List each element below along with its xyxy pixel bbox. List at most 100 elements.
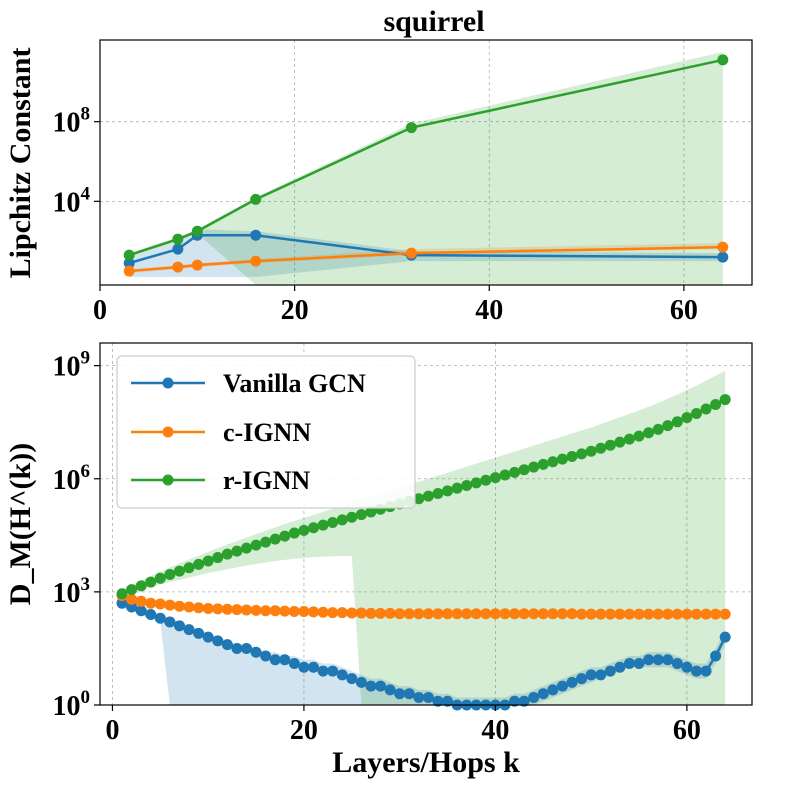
- point-r-ignn-35: [442, 485, 454, 497]
- bottom-y-axis-label: D_M(H^(k)): [4, 443, 37, 605]
- legend-label-c-ignn: c-IGNN: [223, 418, 311, 447]
- point-r-ignn-46: [547, 456, 559, 468]
- point-vanilla-gcn-3: [135, 605, 147, 617]
- point-c-ignn-11: [212, 603, 224, 615]
- point-vanilla-gcn-47: [556, 680, 568, 692]
- point-r-ignn-3: [123, 249, 135, 261]
- point-c-ignn-64: [719, 608, 731, 620]
- point-c-ignn-24: [336, 607, 348, 619]
- point-r-ignn-8: [172, 233, 184, 245]
- legend-box: [116, 355, 416, 509]
- point-r-ignn-1: [116, 588, 128, 600]
- point-r-ignn-18: [279, 530, 291, 542]
- point-c-ignn-58: [662, 608, 674, 620]
- point-r-ignn-37: [461, 480, 473, 492]
- point-r-ignn-55: [633, 430, 645, 442]
- point-vanilla-gcn-13: [231, 642, 243, 654]
- x-tick-label-40: 40: [481, 715, 509, 746]
- point-vanilla-gcn-42: [509, 695, 521, 707]
- point-vanilla-gcn-23: [327, 665, 339, 677]
- point-vanilla-gcn-44: [528, 691, 540, 703]
- legend: Vanilla GCN c-IGNN r-IGNN: [116, 355, 416, 509]
- point-vanilla-gcn-61: [690, 665, 702, 677]
- point-vanilla-gcn-11: [212, 635, 224, 647]
- legend-marker-r-ignn: [162, 474, 174, 486]
- point-r-ignn-49: [576, 448, 588, 460]
- legend-marker-c-ignn: [162, 426, 174, 438]
- point-c-ignn-64: [717, 241, 729, 253]
- point-c-ignn-9: [193, 602, 205, 614]
- point-r-ignn-36: [451, 482, 463, 494]
- point-c-ignn-4: [145, 597, 157, 609]
- point-c-ignn-63: [710, 608, 722, 620]
- point-c-ignn-57: [652, 608, 664, 620]
- point-vanilla-gcn-30: [394, 688, 406, 700]
- point-r-ignn-64: [717, 54, 729, 66]
- point-c-ignn-52: [604, 608, 616, 620]
- series-line-r-ignn: [128, 58, 724, 257]
- point-vanilla-gcn-62: [700, 665, 712, 677]
- point-c-ignn-40: [489, 608, 501, 620]
- point-r-ignn-32: [413, 493, 425, 505]
- point-r-ignn-54: [623, 433, 635, 445]
- point-vanilla-gcn-5: [154, 612, 166, 624]
- point-vanilla-gcn-56: [643, 654, 655, 666]
- point-vanilla-gcn-26: [355, 676, 367, 688]
- point-c-ignn-21: [308, 606, 320, 618]
- point-vanilla-gcn-32: [413, 691, 425, 703]
- point-vanilla-gcn-10: [202, 631, 214, 643]
- point-c-ignn-5: [154, 598, 166, 610]
- point-r-ignn-10: [202, 555, 214, 567]
- point-c-ignn-12: [221, 603, 233, 615]
- point-r-ignn-6: [164, 569, 176, 581]
- point-r-ignn-2: [126, 584, 138, 596]
- point-c-ignn-25: [346, 607, 358, 619]
- point-c-ignn-20: [298, 605, 310, 617]
- point-vanilla-gcn-3: [123, 257, 135, 269]
- point-vanilla-gcn-12: [221, 639, 233, 651]
- point-c-ignn-17: [269, 605, 281, 617]
- point-c-ignn-54: [623, 608, 635, 620]
- point-c-ignn-26: [355, 607, 367, 619]
- point-vanilla-gcn-24: [336, 669, 348, 681]
- point-r-ignn-26: [355, 509, 367, 521]
- point-vanilla-gcn-20: [298, 661, 310, 673]
- point-vanilla-gcn-6: [164, 616, 176, 628]
- point-r-ignn-11: [212, 552, 224, 564]
- point-c-ignn-28: [375, 607, 387, 619]
- point-vanilla-gcn-15: [250, 646, 262, 658]
- point-c-ignn-55: [633, 608, 645, 620]
- point-vanilla-gcn-64: [719, 631, 731, 643]
- point-c-ignn-18: [279, 605, 291, 617]
- point-r-ignn-40: [489, 472, 501, 484]
- point-c-ignn-44: [528, 608, 540, 620]
- point-vanilla-gcn-1: [116, 597, 128, 609]
- point-c-ignn-27: [365, 607, 377, 619]
- point-c-ignn-31: [403, 608, 415, 620]
- point-vanilla-gcn-16: [250, 229, 262, 241]
- point-vanilla-gcn-19: [288, 658, 300, 670]
- point-r-ignn-13: [231, 545, 243, 557]
- point-vanilla-gcn-55: [633, 658, 645, 670]
- bottom-panel: 0 20 40 60 100 103 106 109 D_M(H^(k)) Layers/Ho…: [4, 342, 753, 779]
- point-vanilla-gcn-17: [269, 654, 281, 666]
- point-r-ignn-41: [499, 469, 511, 481]
- point-c-ignn-14: [240, 604, 252, 616]
- top-y-axis-label: Lipchitz Constant: [4, 48, 37, 279]
- point-r-ignn-21: [308, 522, 320, 534]
- point-r-ignn-43: [518, 464, 530, 476]
- x-tick-label-0: 0: [105, 715, 119, 746]
- x-tick-label-20: 20: [290, 715, 318, 746]
- legend-label-vanilla-gcn: Vanilla GCN: [223, 369, 366, 398]
- point-c-ignn-30: [394, 608, 406, 620]
- point-r-ignn-39: [480, 474, 492, 486]
- point-c-ignn-60: [681, 608, 693, 620]
- point-vanilla-gcn-9: [193, 627, 205, 639]
- point-vanilla-gcn-46: [547, 684, 559, 696]
- point-c-ignn-10: [191, 259, 203, 271]
- legend-marker-vanilla-gcn: [162, 377, 174, 389]
- point-r-ignn-27: [365, 506, 377, 518]
- y-tick-label-0: 100: [53, 687, 91, 722]
- point-vanilla-gcn-43: [518, 695, 530, 707]
- point-vanilla-gcn-58: [662, 654, 674, 666]
